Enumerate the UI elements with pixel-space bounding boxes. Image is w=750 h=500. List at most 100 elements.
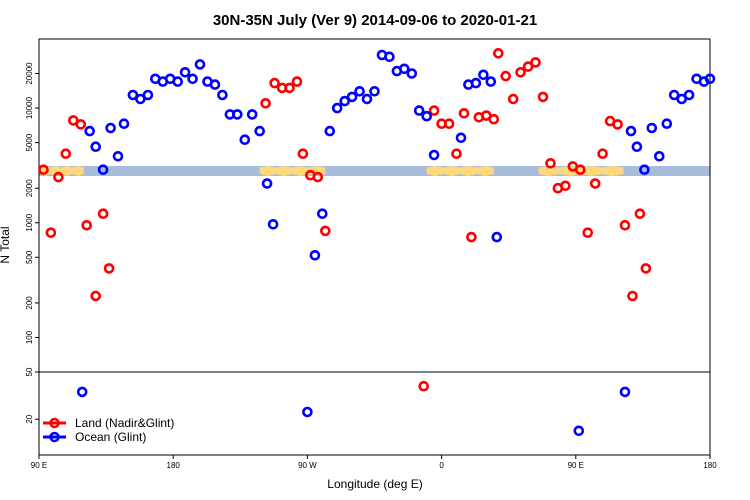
- land-point: [45, 227, 57, 238]
- land-point: [545, 158, 556, 169]
- land-point: [428, 105, 440, 116]
- land-point: [312, 171, 324, 183]
- ocean-point: [309, 250, 321, 261]
- ocean-point: [316, 208, 328, 219]
- ocean-point: [172, 76, 183, 87]
- ocean-point: [261, 178, 273, 189]
- ocean-point: [76, 386, 88, 398]
- ocean-point: [118, 118, 130, 129]
- land-point: [319, 225, 331, 237]
- x-axis-label: Longitude (deg E): [327, 477, 422, 491]
- ocean-point: [428, 149, 440, 161]
- ocean-point: [369, 86, 380, 97]
- ocean-point: [179, 67, 191, 78]
- ocean-point: [194, 59, 206, 70]
- ocean-point: [84, 125, 95, 137]
- x-axis: 90 E 180 90 W 0 90 E 180: [31, 455, 717, 470]
- ocean-point: [97, 164, 109, 175]
- x-tick-label: 180: [167, 461, 181, 470]
- land-point: [492, 47, 504, 59]
- legend: Land (Nadir&Glint) Ocean (Glint): [43, 416, 174, 444]
- ocean-point: [254, 125, 266, 137]
- land-point: [582, 227, 594, 238]
- land-point: [515, 67, 526, 78]
- ocean-point: [209, 79, 221, 90]
- land-point: [443, 118, 455, 129]
- land-band-segment: [39, 166, 84, 176]
- ocean-point: [354, 86, 365, 97]
- land-point: [619, 220, 631, 231]
- ocean-point: [485, 76, 497, 87]
- ocean-point: [398, 63, 410, 75]
- land-band-segment: [538, 166, 624, 176]
- land-point: [81, 220, 92, 231]
- legend-marker-land: [49, 417, 60, 429]
- land-point: [291, 76, 303, 87]
- ocean-point: [90, 141, 101, 152]
- ocean-point: [105, 122, 116, 134]
- land-point: [574, 164, 586, 175]
- land-point: [488, 113, 500, 125]
- y-tick-label: 2000: [25, 179, 34, 197]
- upper-plot-frame: [38, 38, 711, 373]
- ocean-point: [625, 125, 637, 137]
- y-axis-label: N Total: [0, 226, 12, 263]
- ocean-point: [112, 151, 124, 162]
- ocean-point: [187, 73, 198, 85]
- land-point: [530, 57, 541, 68]
- land-point: [640, 263, 652, 274]
- legend-marker-ocean: [49, 431, 60, 443]
- y-tick-label: 1000: [25, 213, 34, 231]
- x-tick-label: 90 W: [298, 461, 317, 470]
- ocean-point: [639, 164, 650, 175]
- ocean-point: [653, 151, 665, 162]
- y-tick-label: 500: [25, 250, 34, 264]
- ocean-point: [246, 109, 258, 120]
- y-tick-label: 20: [25, 414, 34, 423]
- ocean-point: [232, 109, 243, 120]
- land-point: [284, 82, 295, 94]
- land-point: [507, 93, 519, 105]
- ocean-point: [127, 89, 139, 101]
- ocean-point: [573, 425, 585, 437]
- land-point: [269, 77, 280, 89]
- ocean-point: [470, 77, 482, 89]
- land-point: [418, 380, 430, 392]
- land-point: [458, 108, 470, 119]
- x-tick-label: 180: [703, 461, 717, 470]
- land-point: [260, 98, 271, 109]
- land-point: [560, 180, 571, 192]
- land-point: [90, 290, 101, 302]
- x-tick-label: 90 E: [31, 461, 47, 470]
- land-point: [38, 164, 49, 175]
- y-tick-label: 20000: [25, 62, 34, 85]
- ocean-point: [478, 69, 489, 81]
- ocean-point: [324, 125, 336, 137]
- land-point: [53, 171, 64, 183]
- land-point: [634, 208, 646, 219]
- land-band-segment: [259, 166, 326, 176]
- land-point: [612, 119, 623, 130]
- land-point: [466, 231, 477, 243]
- y-tick-label: 50: [25, 367, 34, 376]
- land-point: [522, 61, 534, 72]
- ocean-point: [455, 132, 467, 144]
- ocean-point: [267, 219, 279, 230]
- lower-plot-frame: [38, 371, 711, 456]
- ocean-point: [646, 122, 658, 134]
- ocean-point: [661, 118, 673, 129]
- surface-band: [39, 166, 710, 176]
- land-point: [500, 70, 512, 82]
- ocean-point: [668, 89, 680, 101]
- legend-label-ocean: Ocean (Glint): [75, 430, 146, 444]
- land-series: [38, 47, 652, 392]
- ocean-point: [239, 134, 251, 145]
- ocean-point: [631, 141, 643, 152]
- y-tick-label: 10000: [25, 96, 34, 119]
- land-point: [103, 263, 115, 274]
- land-point: [75, 119, 87, 130]
- land-point: [297, 148, 309, 159]
- y-tick-label: 100: [25, 330, 34, 344]
- ocean-point: [491, 231, 503, 243]
